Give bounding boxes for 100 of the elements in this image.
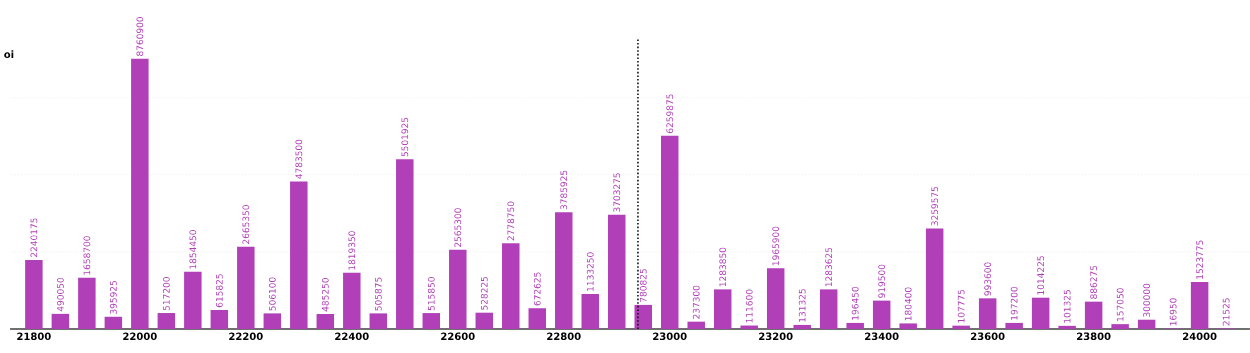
bar bbox=[687, 321, 705, 329]
data-label: 3785925 bbox=[560, 170, 568, 210]
bar bbox=[793, 324, 811, 329]
x-tick-label: 23600 bbox=[971, 332, 1005, 341]
data-label: 1133250 bbox=[586, 252, 594, 291]
bar bbox=[608, 214, 626, 329]
data-label: 4783500 bbox=[295, 139, 303, 179]
bar bbox=[634, 304, 652, 329]
bar bbox=[157, 313, 176, 329]
bar bbox=[925, 228, 944, 329]
data-label: 780825 bbox=[639, 269, 647, 302]
bar bbox=[51, 313, 70, 329]
data-label: 1523775 bbox=[1196, 240, 1204, 279]
bar bbox=[1031, 297, 1050, 329]
data-label: 1819350 bbox=[348, 231, 356, 270]
bar bbox=[1111, 324, 1129, 329]
x-tick-label: 22400 bbox=[335, 332, 369, 341]
data-label: 2240175 bbox=[30, 218, 38, 258]
x-tick-label: 21800 bbox=[17, 332, 51, 341]
data-label: 196450 bbox=[851, 286, 859, 320]
data-label: 5501925 bbox=[401, 117, 409, 157]
data-label: 157050 bbox=[1116, 288, 1124, 321]
data-label: 107775 bbox=[957, 289, 965, 323]
data-label: 1658700 bbox=[83, 236, 91, 275]
bar bbox=[475, 312, 494, 329]
data-label: 993600 bbox=[984, 262, 992, 296]
bar bbox=[131, 58, 149, 329]
bar bbox=[846, 322, 864, 329]
x-tick-label: 23400 bbox=[865, 332, 899, 341]
bar bbox=[78, 277, 96, 329]
bar bbox=[502, 243, 520, 329]
data-label: 111600 bbox=[745, 289, 753, 323]
bar bbox=[237, 246, 255, 329]
bar bbox=[1005, 322, 1023, 329]
x-tick-label: 24000 bbox=[1183, 332, 1217, 341]
x-tick-label: 22800 bbox=[547, 332, 581, 341]
data-label: 6259875 bbox=[666, 94, 674, 134]
data-label: 1965900 bbox=[772, 226, 780, 266]
data-label: 1014225 bbox=[1037, 256, 1045, 295]
bar bbox=[899, 323, 917, 329]
data-label: 101325 bbox=[1063, 290, 1071, 323]
bar bbox=[978, 298, 997, 329]
data-label: 21525 bbox=[1222, 298, 1230, 326]
x-tick-label: 23200 bbox=[759, 332, 793, 341]
bar bbox=[316, 314, 335, 329]
bar bbox=[184, 271, 202, 329]
bar bbox=[740, 325, 758, 329]
bar bbox=[1137, 319, 1156, 329]
data-label: 300000 bbox=[1143, 283, 1151, 317]
data-label: 490050 bbox=[56, 277, 64, 312]
bar bbox=[396, 159, 414, 329]
bar bbox=[104, 316, 123, 329]
data-label: 2565300 bbox=[454, 208, 462, 247]
bar bbox=[713, 289, 732, 329]
bar bbox=[263, 313, 282, 329]
data-label: 237300 bbox=[692, 285, 700, 319]
data-label: 506100 bbox=[268, 277, 276, 311]
y-axis-title: oi bbox=[4, 50, 14, 59]
bar bbox=[343, 272, 361, 329]
bar bbox=[766, 268, 785, 329]
bar bbox=[872, 300, 891, 329]
bar bbox=[555, 212, 573, 329]
bar bbox=[1190, 281, 1209, 329]
data-label: 2665350 bbox=[242, 205, 250, 244]
data-label: 8760900 bbox=[136, 17, 144, 56]
bar bbox=[660, 135, 679, 329]
bar bbox=[1084, 301, 1103, 329]
bar bbox=[528, 308, 546, 329]
x-tick-label: 22000 bbox=[123, 332, 157, 341]
data-label: 919500 bbox=[878, 264, 886, 298]
x-tick-label: 22200 bbox=[229, 332, 263, 341]
bar bbox=[290, 181, 308, 329]
bar bbox=[449, 249, 467, 329]
bar bbox=[369, 313, 388, 329]
data-label: 1283850 bbox=[719, 247, 727, 287]
data-label: 505875 bbox=[374, 277, 382, 311]
data-label: 395925 bbox=[109, 281, 117, 314]
data-label: 131325 bbox=[798, 289, 806, 322]
bar bbox=[25, 259, 43, 329]
data-label: 2778750 bbox=[507, 201, 515, 241]
data-label: 517200 bbox=[162, 277, 170, 311]
data-label: 1854450 bbox=[189, 230, 197, 269]
data-label: 180400 bbox=[904, 287, 912, 321]
x-tick-label: 22600 bbox=[441, 332, 475, 341]
data-label: 672625 bbox=[533, 272, 541, 306]
data-label: 16950 bbox=[1169, 298, 1177, 326]
bar bbox=[819, 289, 838, 329]
data-label: 615825 bbox=[215, 274, 223, 308]
data-label: 886275 bbox=[1090, 265, 1098, 299]
data-label: 3259575 bbox=[931, 186, 939, 226]
bar bbox=[210, 309, 229, 329]
x-tick-label: 23000 bbox=[653, 332, 687, 341]
data-label: 528225 bbox=[480, 276, 488, 310]
data-label: 3703275 bbox=[613, 173, 621, 212]
data-label: 197200 bbox=[1010, 286, 1018, 320]
data-label: 1283625 bbox=[825, 247, 833, 287]
bar bbox=[952, 325, 970, 329]
x-tick-label: 23800 bbox=[1077, 332, 1111, 341]
data-label: 485250 bbox=[321, 278, 329, 312]
data-label: 515850 bbox=[427, 277, 435, 311]
